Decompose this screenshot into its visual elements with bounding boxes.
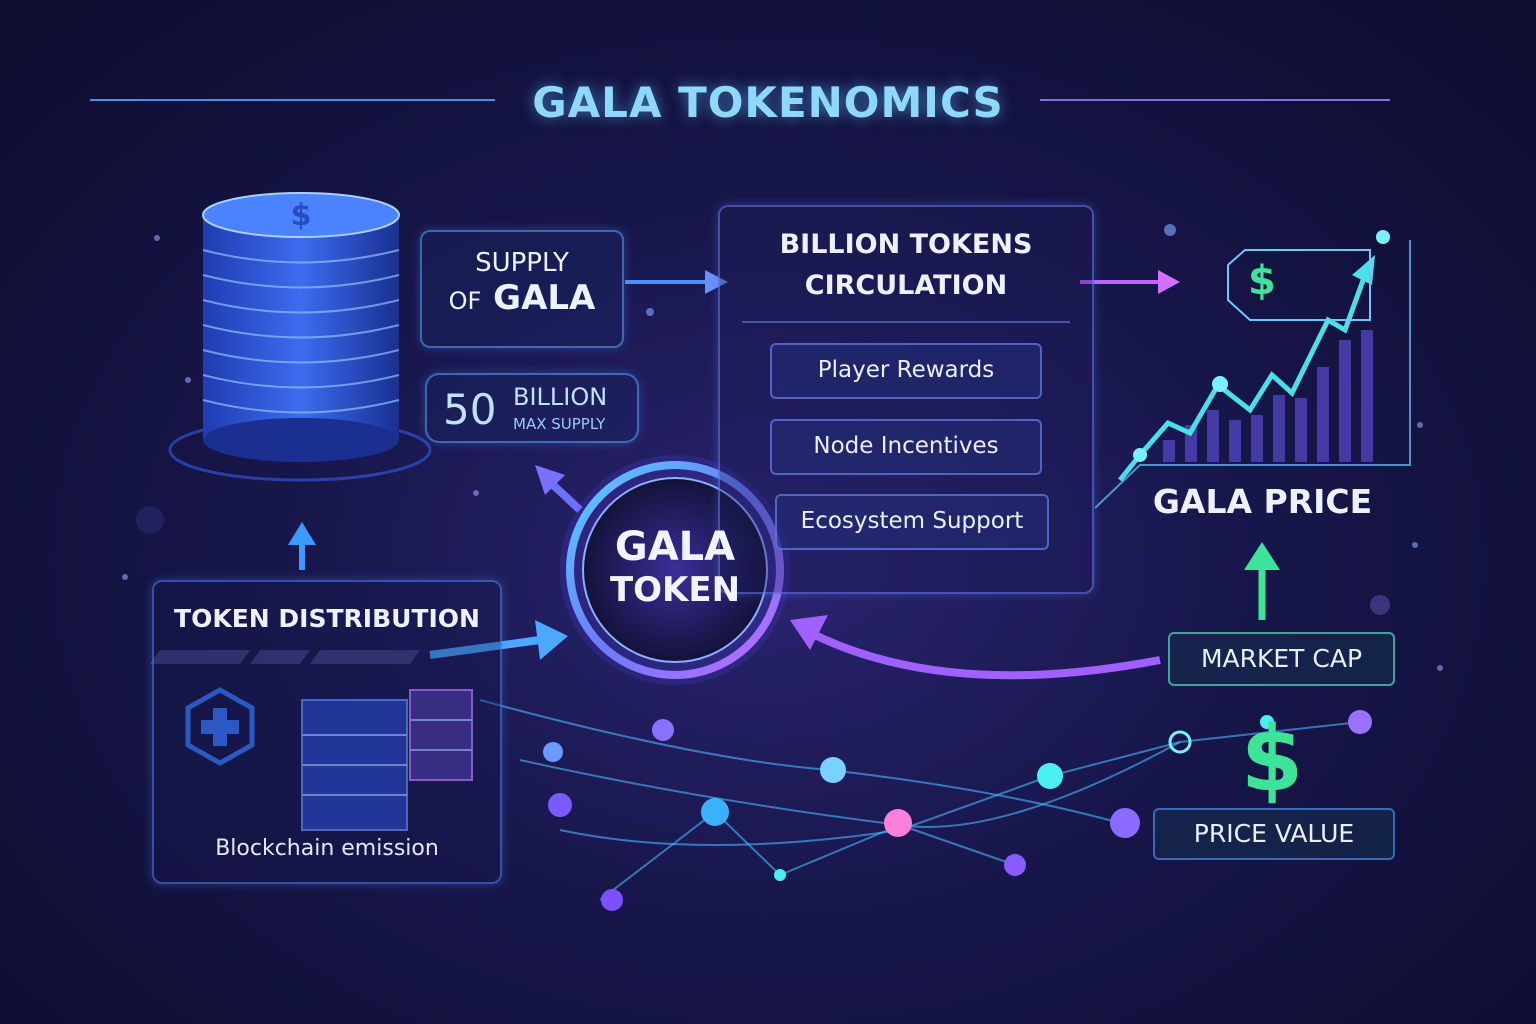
item-ecosystem-support: Ecosystem Support	[775, 494, 1049, 550]
item-player-rewards: Player Rewards	[770, 343, 1042, 399]
circulation-title-line1: BILLION TOKENS	[779, 229, 1033, 260]
arrow-token-to-supply	[535, 465, 583, 513]
item-node-incentives: Node Incentives	[770, 419, 1042, 475]
max-supply-number: 50	[443, 385, 497, 434]
sparkles	[122, 224, 1443, 671]
shield-plus-icon	[185, 687, 255, 766]
arrow-up-to-coins	[288, 522, 316, 570]
distribution-panel: TOKEN DISTRIBUTION Blockchain emission	[152, 580, 502, 884]
supply-main: GALA	[493, 278, 596, 318]
price-chart-icon	[1094, 230, 1411, 509]
gala-token-icon	[560, 455, 790, 685]
supply-line1: SUPPLY	[475, 248, 569, 278]
token-line1: GALA	[614, 524, 736, 570]
price-value-box: PRICE VALUE	[1153, 808, 1395, 860]
arrow-marketcap-to-price	[1244, 542, 1280, 620]
max-supply-box: 50 BILLION MAX SUPPLY	[425, 373, 639, 443]
token-line2: TOKEN	[609, 570, 741, 610]
green-dollar-icon: $	[1241, 707, 1304, 812]
page-title: GALA TOKENOMICS	[532, 78, 1004, 127]
distribution-stripes	[150, 650, 420, 664]
distribution-caption: Blockchain emission	[215, 836, 439, 861]
arrow-distribution-to-token	[429, 620, 568, 660]
supply-prefix: OF	[448, 287, 482, 315]
market-cap-box: MARKET CAP	[1168, 632, 1395, 686]
server-blocks-icon	[301, 689, 473, 831]
arrow-marketcap-to-token	[790, 615, 1161, 680]
arrow-supply-to-circulation	[625, 270, 728, 294]
supply-box: SUPPLY OF GALA	[420, 230, 624, 348]
max-supply-unit: BILLION	[513, 383, 608, 411]
divider	[742, 321, 1070, 323]
arrow-circulation-to-price	[1080, 270, 1180, 294]
max-supply-label: MAX SUPPLY	[513, 415, 606, 433]
distribution-title: TOKEN DISTRIBUTION	[174, 604, 480, 633]
svg-text:$: $	[291, 198, 312, 233]
center-token-label: GALA TOKEN	[585, 525, 765, 611]
gala-price-title: GALA PRICE	[1152, 482, 1373, 521]
coin-stack-icon: $	[168, 192, 432, 482]
price-dollar-icon: $	[1248, 258, 1276, 304]
svg-text:$: $	[1241, 707, 1304, 812]
circulation-title-line2: CIRCULATION	[804, 270, 1008, 301]
network-nodes	[543, 710, 1372, 911]
network-graph	[479, 699, 1361, 901]
